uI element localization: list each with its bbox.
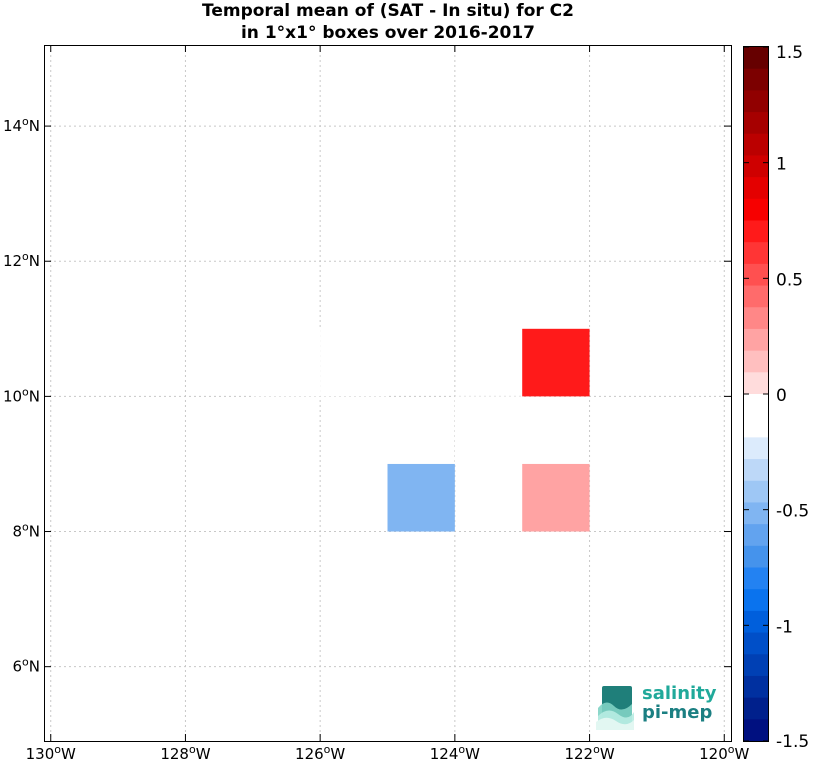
colorbar-tick-label-0: 1.5 [776,43,803,63]
colorbar-swatch-30 [744,697,768,720]
colorbar-swatch-19 [744,459,768,482]
colorbar-swatch-15 [744,372,768,395]
colorbar-tick-label-6: -1.5 [776,732,809,752]
colorbar-swatch-1 [744,68,768,91]
logo-wave-icon [596,686,634,730]
colorbar-swatch-0 [744,47,768,70]
colorbar-swatch-31 [744,719,768,742]
heatmap-cell-4 [387,463,455,532]
y-tick-label-1: 8oN [12,521,40,541]
colorbar-swatch-26 [744,610,768,634]
colorbar-ticks: 1.5 1 0.5 0 -0.5 -1 -1.5 [744,43,809,752]
colorbar-swatch-29 [744,675,768,699]
colorbar-swatch-23 [744,545,768,568]
chart-title-line2: in 1°x1° boxes over 2016-2017 [240,23,536,43]
colorbar-swatch-5 [744,155,768,178]
colorbar-swatch-9 [744,242,768,265]
colorbar-swatch-28 [744,654,768,677]
y-tick-label-3: 12oN [3,250,40,270]
grid-layer [44,45,731,741]
x-tick-label-5: 120oW [699,743,749,763]
colorbar-swatch-12 [744,307,768,330]
colorbar-swatch-3 [744,112,768,135]
colorbar-swatch-2 [744,90,768,113]
x-tick-label-2: 126oW [295,743,345,763]
colorbar-swatch-21 [744,502,768,525]
colorbar-swatch-14 [744,350,768,373]
x-tick-label-4: 122oW [564,743,614,763]
colorbar-swatch-22 [744,524,768,547]
colorbar-swatch-4 [744,133,768,156]
colorbar-swatches [744,47,768,742]
colorbar-swatch-11 [744,285,768,308]
colorbar-tick-label-3: 0 [776,386,787,406]
colorbar-swatch-6 [744,177,768,200]
logo-text-salinity: salinity [642,683,717,704]
x-tick-label-3: 124oW [430,743,480,763]
salinity-pi-mep-logo: salinity pi-mep [596,684,726,732]
colorbar-swatch-16 [744,394,768,417]
x-tick-label-1: 128oW [160,743,210,763]
heatmap-cell-3 [454,396,523,464]
colorbar-frame [743,46,769,742]
colorbar-swatch-18 [744,437,768,460]
colorbar-swatch-27 [744,632,768,655]
colorbar-tick-label-2: 0.5 [776,270,803,290]
colorbar-swatch-24 [744,567,768,590]
logo-text-pi-mep: pi-mep [642,702,713,723]
colorbar-tick-label-4: -0.5 [776,502,809,522]
colorbar-swatch-25 [744,589,768,612]
colorbar-tick-label-5: -1 [776,617,793,637]
colorbar-swatch-10 [744,263,768,287]
cells-layer [252,328,590,532]
y-tick-label-4: 14oN [3,115,40,135]
colorbar-swatch-7 [744,198,768,221]
colorbar-swatch-13 [744,328,768,352]
heatmap-cell-0 [252,328,321,397]
colorbar-swatch-17 [744,415,768,438]
colorbar-swatch-20 [744,480,768,503]
heatmap-cell-1 [320,328,388,397]
chart-title: Temporal mean of (SAT - In situ) for C2 … [44,0,732,44]
heatmap-cell-5 [522,463,590,532]
colorbar-tick-label-1: 1 [776,155,787,175]
colorbar-swatch-8 [744,220,768,243]
chart-title-line1: Temporal mean of (SAT - In situ) for C2 [202,1,574,21]
x-tick-label-0: 130oW [26,743,76,763]
heatmap-cell-2 [522,328,590,397]
ticks-layer: 130oW 128oW 126oW 124oW 122oW 120oW 6oN 8oN 10oN… [3,45,750,763]
plot-frame [44,45,732,742]
y-tick-label-0: 6oN [12,656,40,676]
y-tick-label-2: 10oN [3,385,40,405]
